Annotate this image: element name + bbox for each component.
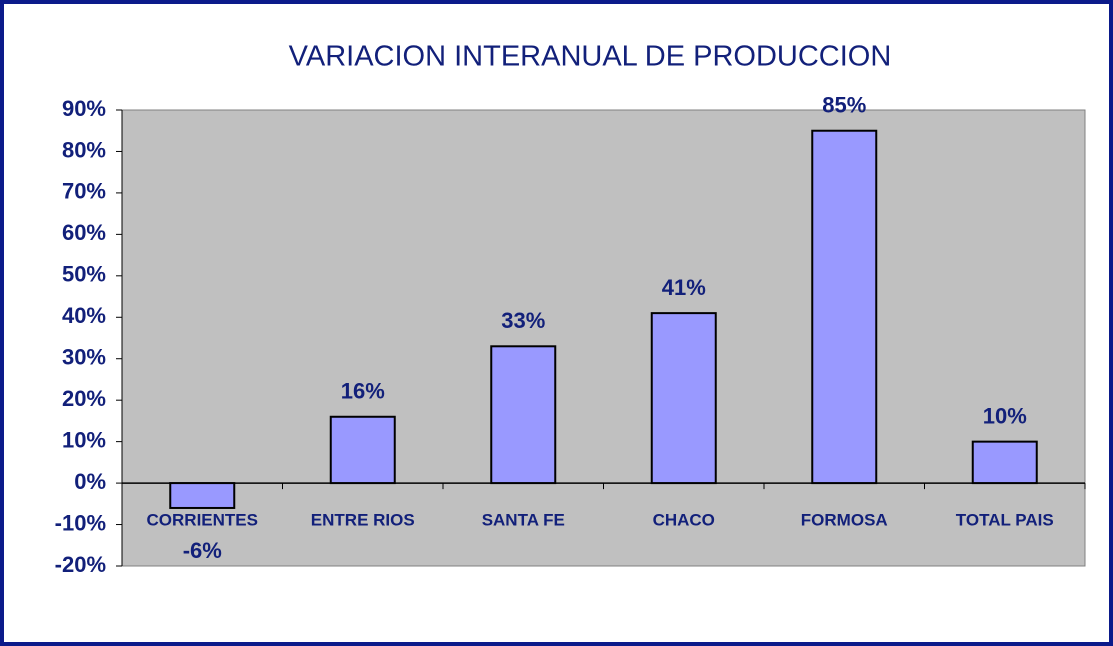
value-label: 41%	[662, 275, 706, 300]
bar	[650, 312, 717, 485]
bar	[169, 482, 236, 509]
y-tick-label: -20%	[55, 552, 106, 577]
bar	[971, 440, 1038, 485]
bar	[329, 415, 396, 485]
chart-title: VARIACION INTERANUAL DE PRODUCCION	[289, 41, 892, 73]
x-tick-label: FORMOSA	[801, 511, 888, 530]
y-tick-label: 60%	[62, 220, 106, 245]
bar	[811, 129, 878, 485]
y-tick-label: 20%	[62, 386, 106, 411]
x-tick-label: CORRIENTES	[147, 511, 258, 530]
y-tick-label: 0%	[74, 469, 106, 494]
value-label: 16%	[341, 379, 385, 404]
value-label: 33%	[501, 308, 545, 333]
x-tick-label: TOTAL PAIS	[956, 511, 1054, 530]
value-label: 10%	[983, 403, 1027, 428]
x-tick-label: CHACO	[653, 511, 715, 530]
y-tick-label: 30%	[62, 345, 106, 370]
x-tick-label: SANTA FE	[482, 511, 565, 530]
y-tick-label: 40%	[62, 303, 106, 328]
y-tick-label: 50%	[62, 262, 106, 287]
y-tick-label: 80%	[62, 137, 106, 162]
plot-area	[121, 109, 1086, 567]
y-tick-label: -10%	[55, 510, 106, 535]
y-tick-label: 70%	[62, 179, 106, 204]
value-label: 85%	[822, 93, 866, 118]
bar	[490, 345, 557, 485]
y-tick-label: 90%	[62, 96, 106, 121]
y-tick-label: 10%	[62, 427, 106, 452]
x-tick-label: ENTRE RIOS	[311, 511, 415, 530]
value-label: -6%	[183, 538, 222, 563]
